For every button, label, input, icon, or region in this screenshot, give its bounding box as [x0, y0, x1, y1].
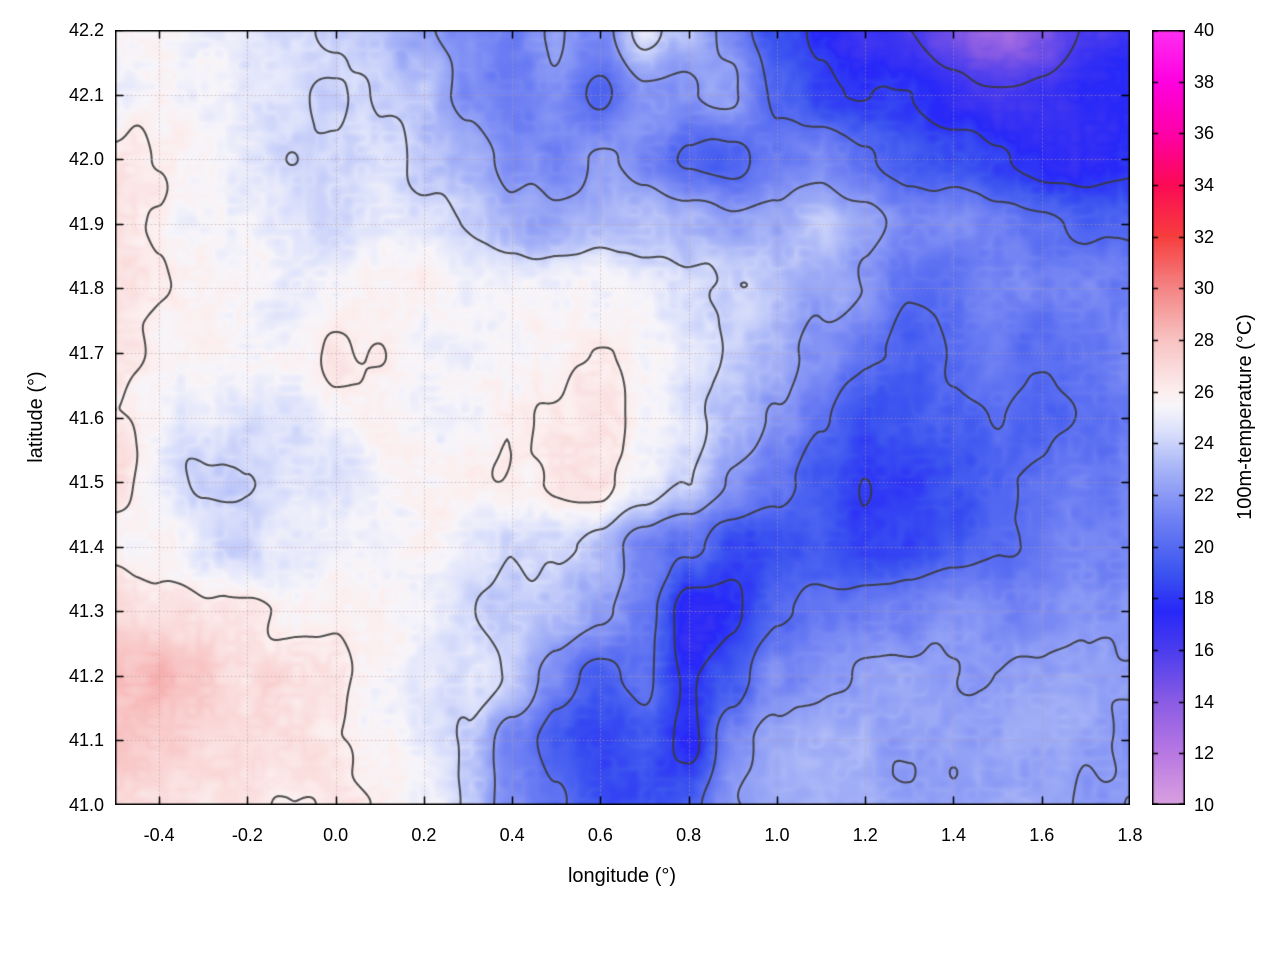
colorbar-tick-label: 38	[1194, 71, 1215, 92]
x-tick-label: 0.0	[323, 825, 349, 845]
x-tick-label: 0.6	[587, 825, 613, 845]
colorbar-canvas	[1152, 30, 1185, 805]
colorbar-tick-label: 26	[1194, 381, 1215, 402]
colorbar-tick-label: 24	[1194, 433, 1215, 454]
x-tick-label: 0.8	[676, 825, 702, 845]
y-tick-label: 41.7	[68, 342, 104, 363]
x-tick-label: -0.2	[231, 825, 263, 845]
colorbar-tick-label: 16	[1194, 640, 1215, 660]
y-tick-label: 41.6	[68, 407, 104, 428]
colorbar-tick-label: 22	[1194, 485, 1215, 505]
x-tick-label: 1.4	[940, 825, 966, 845]
colorbar-tick-label: 20	[1194, 536, 1215, 557]
colorbar-tick-label: 12	[1194, 743, 1215, 764]
colorbar-tick-label: 32	[1194, 226, 1215, 247]
colorbar-tick-label: 36	[1194, 123, 1215, 144]
x-tick-label: 1.0	[764, 825, 790, 845]
colorbar-tick-label: 18	[1194, 588, 1215, 609]
y-tick-label: 42.1	[68, 84, 104, 105]
y-tick-label: 42.0	[68, 149, 104, 170]
y-tick-label: 41.0	[68, 795, 104, 815]
y-tick-label: 42.2	[68, 20, 104, 40]
colorbar-tick-label: 14	[1194, 691, 1215, 712]
y-tick-label: 41.4	[68, 536, 104, 557]
colorbar-tick-label: 30	[1194, 278, 1215, 299]
x-tick-label: 1.6	[1029, 825, 1055, 845]
y-tick-label: 41.8	[68, 278, 104, 299]
y-axis-label: latitude (°)	[25, 371, 47, 463]
y-tick-label: 41.2	[68, 665, 104, 686]
y-tick-label: 41.3	[68, 601, 104, 622]
y-tick-label: 41.5	[68, 472, 104, 493]
colorbar-label: 100m-temperature (°C)	[1234, 314, 1256, 520]
x-tick-label: 0.4	[499, 825, 525, 845]
colorbar-tick-label: 28	[1194, 330, 1215, 350]
x-tick-label: 0.2	[411, 825, 437, 845]
colorbar-tick-label: 34	[1194, 175, 1215, 195]
colorbar-tick-label: 40	[1194, 20, 1215, 40]
heatmap-canvas	[115, 30, 1130, 805]
x-axis-label: longitude (°)	[567, 865, 677, 887]
x-tick-label: -0.4	[143, 825, 175, 845]
x-tick-label: 1.8	[1117, 825, 1143, 845]
y-tick-label: 41.1	[68, 730, 104, 751]
x-tick-label: 1.2	[852, 825, 878, 845]
y-tick-label: 41.9	[68, 213, 104, 234]
colorbar-tick-label: 10	[1194, 795, 1215, 815]
